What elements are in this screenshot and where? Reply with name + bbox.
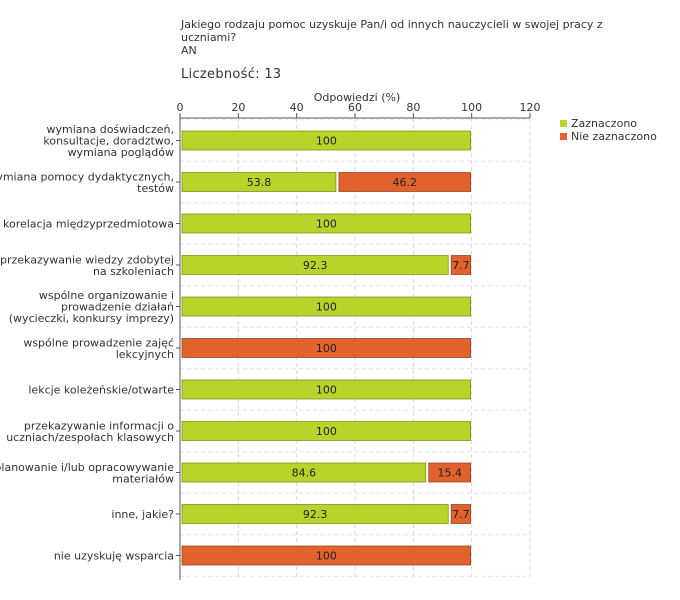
- legend-swatch-selected: [560, 120, 567, 127]
- data-label-not-selected: 7.7: [452, 508, 470, 521]
- x-tick-label: 120: [520, 101, 541, 114]
- x-axis-label: Odpowiedzi (%): [314, 91, 401, 104]
- x-tick-label: 60: [348, 101, 362, 114]
- bar-selected: [181, 255, 449, 275]
- data-label-selected: 100: [316, 425, 337, 438]
- chart-title-subtitle: AN: [181, 44, 197, 57]
- category-label: przekazywanie informacji o uczniach/zespo…: [6, 419, 174, 444]
- bar-not-selected: [450, 504, 472, 524]
- legend-item-not-selected: Nie zaznaczono: [560, 130, 657, 143]
- data-label-not-selected: 46.2: [393, 176, 418, 189]
- bar-selected: [181, 296, 472, 317]
- data-label-selected: 92.3: [303, 259, 328, 272]
- bar-not-selected: [181, 338, 472, 358]
- data-label-selected: 100: [316, 301, 337, 314]
- x-tick-label: 40: [290, 101, 304, 114]
- category-label: wymiana pomocy dydaktycznych, testów: [0, 170, 174, 195]
- x-tick-label: 100: [461, 101, 482, 114]
- legend-label-not-selected: Nie zaznaczono: [571, 130, 657, 143]
- bar-not-selected: [181, 545, 472, 566]
- category-label: przekazywanie wiedzy zdobytej na szkoleni…: [0, 253, 174, 278]
- data-label-selected: 53.8: [247, 176, 272, 189]
- category-label: nie uzyskuję wsparcia: [54, 550, 174, 563]
- x-tick-label: 80: [406, 101, 420, 114]
- sample-count-value: 13: [264, 67, 282, 82]
- chart-title-question: Jakiego rodzaju pomoc uzyskuje Pan/i od …: [181, 18, 603, 44]
- data-label-selected: 100: [316, 135, 337, 148]
- bar-selected: [181, 130, 472, 151]
- data-label-not-selected: 100: [316, 550, 337, 563]
- x-tick-label: 0: [177, 101, 184, 114]
- data-label-selected: 100: [316, 218, 337, 231]
- category-label: wspólne organizowanie i prowadzenie dział…: [9, 289, 174, 325]
- category-label: inne, jakie?: [111, 508, 174, 521]
- bar-not-selected: [338, 172, 472, 192]
- chart-title: Jakiego rodzaju pomoc uzyskuje Pan/i od …: [181, 18, 661, 57]
- data-label-selected: 100: [316, 384, 337, 397]
- data-label-not-selected: 100: [316, 342, 337, 355]
- bar-not-selected: [450, 255, 472, 275]
- bar-selected: [181, 462, 427, 483]
- legend: Zaznaczono Nie zaznaczono: [560, 117, 657, 143]
- category-label: wymiana doświadczeń, konsultacje, doradzt…: [43, 123, 174, 159]
- bar-not-selected: [428, 462, 472, 483]
- data-label-not-selected: 7.7: [452, 259, 470, 272]
- bar-selected: [181, 379, 472, 400]
- category-label: wspólne prowadzenie zajęć lekcyjnych: [23, 336, 174, 361]
- category-label: planowanie i/lub opracowywanie materiałów: [0, 461, 174, 486]
- legend-swatch-not-selected: [560, 133, 567, 140]
- data-label-selected: 84.6: [292, 467, 317, 480]
- legend-label-selected: Zaznaczono: [571, 117, 638, 130]
- x-tick-label: 20: [231, 101, 245, 114]
- category-label: lekcje koleżeńskie/otwarte: [28, 384, 174, 397]
- bar-selected: [181, 421, 472, 441]
- sample-count: Liczebność: 13: [181, 67, 281, 82]
- bar-selected: [181, 504, 449, 524]
- legend-item-selected: Zaznaczono: [560, 117, 657, 130]
- bar-selected: [181, 172, 337, 192]
- category-label: korelacja międzyprzedmiotowa: [3, 218, 174, 231]
- bar-selected: [181, 213, 472, 234]
- data-label-selected: 92.3: [303, 508, 328, 521]
- sample-count-label: Liczebność:: [181, 67, 260, 82]
- data-label-not-selected: 15.4: [437, 467, 462, 480]
